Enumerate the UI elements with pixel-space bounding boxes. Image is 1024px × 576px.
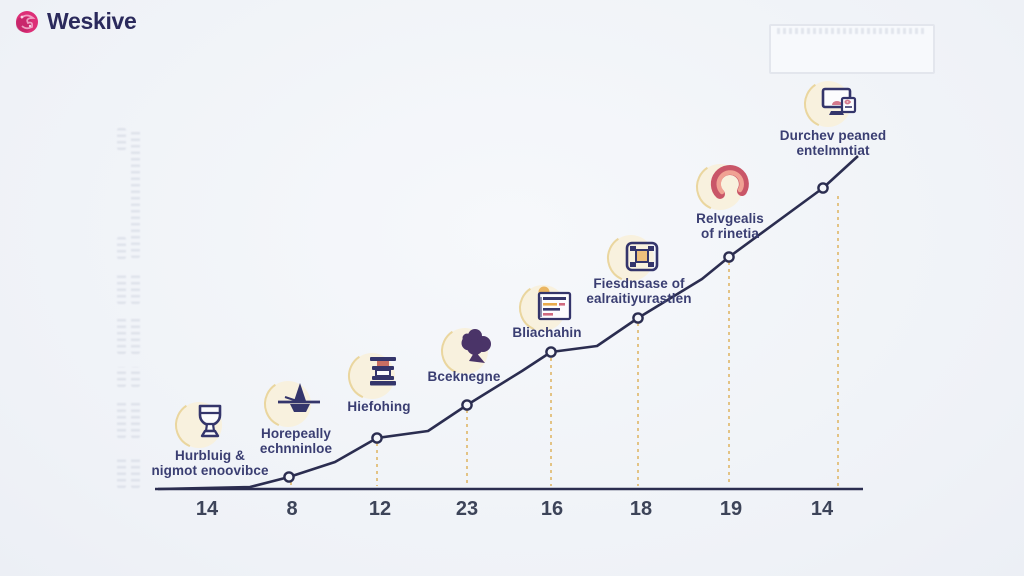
data-point-marker [723, 251, 735, 263]
brand-logo-icon [16, 10, 38, 33]
trophy-icon [198, 404, 222, 438]
seaplane-icon [278, 383, 320, 412]
legend-box-smudge [777, 28, 927, 34]
ghost-y-axis-text [131, 458, 140, 488]
milestone-label: Fiesdnsase of ealraitiyurastlen [586, 276, 692, 306]
milestone-label: Hurbluig & nigmot enoovibce [151, 448, 269, 478]
spool-icon [370, 357, 396, 386]
ghost-y-axis-text [131, 402, 140, 438]
handset-icon [710, 165, 749, 199]
ghost-y-axis-text [117, 458, 126, 488]
document-icon [537, 286, 572, 321]
ghost-y-axis-text [131, 367, 140, 387]
growth-line-series [157, 155, 859, 491]
ghost-y-axis-text [131, 128, 140, 258]
brand-logo: Weskive [14, 8, 137, 35]
x-axis-tick-label: 16 [540, 498, 564, 520]
milestone-icon-halo [348, 352, 396, 400]
milestone-label: Hiefohing [347, 399, 411, 414]
data-point-marker [461, 399, 473, 411]
x-axis-tick-label: 18 [629, 498, 653, 520]
ghost-y-axis-text [117, 402, 126, 438]
milestone-icon-halo [175, 401, 224, 449]
ghost-y-axis-text [131, 318, 140, 354]
milestone-label: Bliachahin [512, 325, 582, 340]
milestone-label: Relvgealis of rinetia [696, 211, 764, 241]
ghost-y-axis-text [117, 128, 126, 150]
data-point-marker [283, 471, 295, 483]
ghost-y-axis-text [117, 237, 126, 259]
monitor-icon [821, 87, 857, 115]
x-axis-tick-label: 23 [455, 498, 479, 520]
x-axis-tick-label: 14 [195, 498, 219, 520]
ghost-y-axis-text [117, 367, 126, 387]
milestone-label: Durchev peaned entelmntiat [779, 128, 887, 158]
x-axis-tick-label: 12 [368, 498, 392, 520]
frame-icon [625, 241, 659, 272]
milestone-label: Horepeally echnninloe [259, 426, 333, 456]
legend-box [769, 24, 935, 74]
data-point-marker [632, 312, 644, 324]
brand-name: Weskive [47, 8, 137, 34]
x-axis-tick-label: 8 [286, 498, 298, 520]
data-point-marker [817, 182, 829, 194]
data-point-marker [371, 432, 383, 444]
ghost-y-axis-text [117, 272, 126, 304]
tree-icon [461, 329, 491, 363]
x-axis-tick-label: 14 [810, 498, 834, 520]
ghost-y-axis-text [131, 272, 140, 304]
ghost-y-axis-text [117, 318, 126, 354]
x-axis-tick-label: 19 [719, 498, 743, 520]
data-point-marker [545, 346, 557, 358]
milestone-label: Bceknegne [427, 369, 501, 384]
